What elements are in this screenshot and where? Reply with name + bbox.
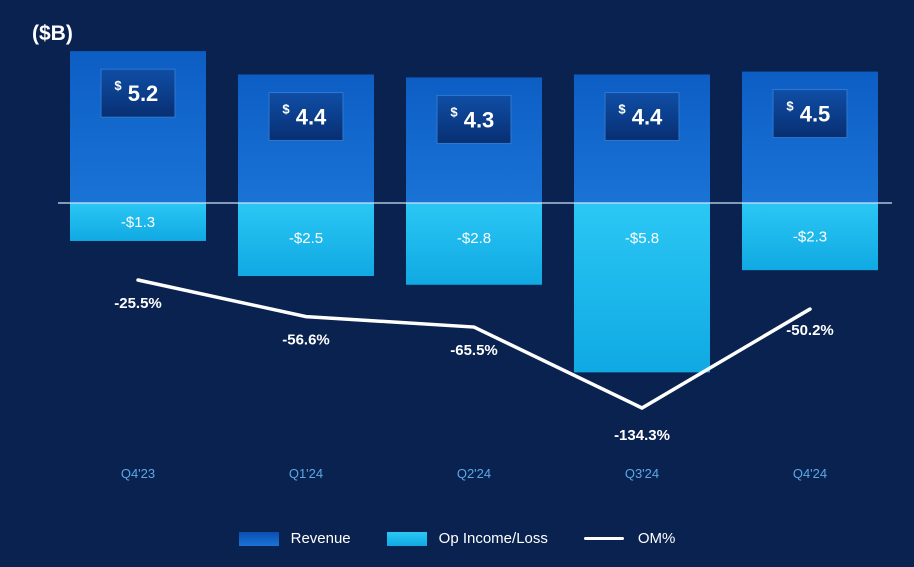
revenue-value-label-4: 4.5 — [800, 102, 831, 127]
om-line — [136, 278, 812, 410]
op-income-bar-4 — [742, 203, 878, 271]
legend-label-revenue: Revenue — [290, 530, 351, 547]
revenue-currency-symbol-3: $ — [618, 102, 626, 117]
om-value-label-0: -25.5% — [114, 295, 162, 312]
legend-item-om: OM% — [583, 530, 676, 547]
om-value-label-3: -134.3% — [614, 427, 670, 444]
revenue-value-box-2 — [436, 94, 512, 144]
revenue-value-box-3 — [604, 92, 680, 142]
revenue-currency-symbol-0: $ — [114, 78, 122, 93]
revenue-currency-symbol-1: $ — [282, 102, 290, 117]
om-value-label-4: -50.2% — [786, 322, 834, 339]
revenue-value-box-0 — [100, 68, 176, 118]
om-value-label-1: -56.6% — [282, 332, 330, 349]
legend-swatch-op-income — [386, 531, 427, 546]
legend-label-om: OM% — [637, 530, 676, 547]
unit-label: ($B) — [32, 22, 73, 45]
category-tick-label-2: Q2'24 — [457, 466, 491, 481]
legend-swatch-om — [583, 537, 624, 540]
chart-plot: $5.2 -$1.3 Q4'23 $ 4.4 -$2.5 Q1'24 $ 4.3 -$2.8 Q2'… — [58, 51, 892, 481]
legend-item-revenue: Revenue — [238, 530, 351, 547]
op-income-bar-3 — [574, 203, 710, 373]
om-value-label-2: -65.5% — [450, 342, 498, 359]
legend-label-op-income: Op Income/Loss — [438, 530, 548, 547]
revenue-value-label-2: 4.3 — [464, 107, 495, 132]
op-income-value-label-0: -$1.3 — [121, 214, 155, 231]
revenue-currency-symbol-4: $ — [786, 99, 794, 114]
revenue-value-label-1: 4.4 — [296, 105, 327, 130]
op-income-bar-2 — [406, 203, 542, 285]
op-income-bar-1 — [238, 203, 374, 276]
category-tick-label-0: Q4'23 — [121, 466, 155, 481]
legend-swatch-revenue — [238, 531, 279, 546]
op-income-bar-0 — [70, 203, 206, 241]
op-income-value-label-3: -$5.8 — [625, 230, 659, 247]
revenue-value-box-4 — [772, 89, 848, 139]
revenue-currency-symbol-2: $ — [450, 104, 458, 119]
revenue-value-box-1 — [268, 92, 344, 142]
op-income-value-label-2: -$2.8 — [457, 230, 491, 247]
op-income-value-label-1: -$2.5 — [289, 230, 323, 247]
legend-item-op-income: Op Income/Loss — [386, 530, 548, 547]
category-tick-label-1: Q1'24 — [289, 466, 323, 481]
revenue-value-label-0: 5.2 — [128, 81, 159, 106]
revenue-value-label-3: 4.4 — [632, 105, 663, 130]
category-tick-label-4: Q4'24 — [793, 466, 827, 481]
op-income-value-label-4: -$2.3 — [793, 229, 827, 246]
legend: Revenue Op Income/Loss OM% — [0, 530, 914, 547]
category-tick-label-3: Q3'24 — [625, 466, 659, 481]
